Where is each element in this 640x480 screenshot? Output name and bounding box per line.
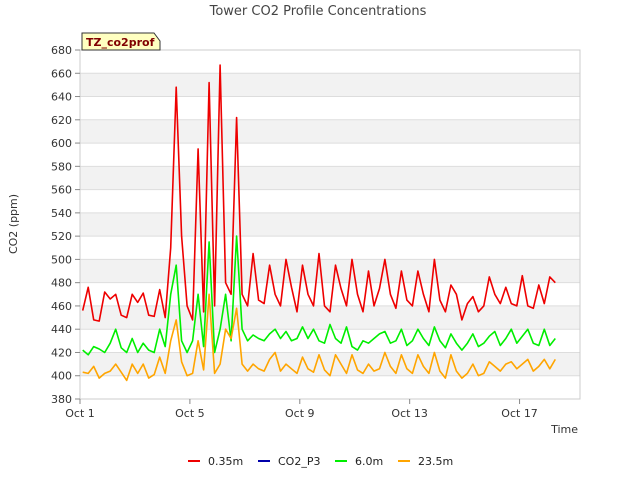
y-tick-label: 480 xyxy=(51,277,72,290)
series-line-23-5m xyxy=(82,293,556,382)
y-axis-ticks: 380 400 420 440 460 480 500 520 540 560 580 600 620 6… xyxy=(51,44,80,406)
y-tick-label: 540 xyxy=(51,207,72,220)
site-tag-label: TZ_co2prof xyxy=(86,36,155,49)
y-tick-label: 660 xyxy=(51,67,72,80)
x-tick-label: Oct 9 xyxy=(285,407,315,420)
y-tick-label: 680 xyxy=(51,44,72,57)
plot-band xyxy=(80,259,580,283)
x-tick-label: Oct 17 xyxy=(501,407,538,420)
site-tag: TZ_co2prof xyxy=(81,32,161,51)
y-tick-label: 620 xyxy=(51,114,72,127)
plot-band xyxy=(80,212,580,237)
x-tick-label: Oct 5 xyxy=(175,407,205,420)
plot-band xyxy=(80,73,580,97)
x-axis-title: Time xyxy=(550,423,578,436)
y-tick-label: 520 xyxy=(51,230,72,243)
y-tick-label: 440 xyxy=(51,323,72,336)
chart-title: Tower CO2 Profile Concentrations xyxy=(209,4,427,19)
series-line-0-35m xyxy=(81,64,556,322)
x-axis-ticks: Oct 1 Oct 5 Oct 9 Oct 13 Oct 17 xyxy=(65,399,538,420)
y-tick-label: 640 xyxy=(51,91,72,104)
series-line-6-0m xyxy=(82,235,556,356)
y-tick-label: 420 xyxy=(51,346,72,359)
series-lines xyxy=(81,64,556,382)
y-tick-label: 380 xyxy=(51,393,72,406)
site-tag-box xyxy=(81,32,161,51)
y-tick-label: 560 xyxy=(51,184,72,197)
y-tick-label: 400 xyxy=(51,370,72,383)
legend-entry-label: CO2_P3 xyxy=(278,455,320,468)
y-tick-label: 580 xyxy=(51,160,72,173)
plot-frame xyxy=(79,49,581,400)
legend-entry-label: 23.5m xyxy=(418,455,453,468)
y-tick-label: 460 xyxy=(51,300,72,313)
plot-band xyxy=(80,166,580,190)
x-tick-label: Oct 13 xyxy=(391,407,428,420)
legend-entry-label: 0.35m xyxy=(208,455,243,468)
x-tick-label: Oct 1 xyxy=(65,407,95,420)
y-axis-title: CO2 (ppm) xyxy=(7,194,20,254)
y-tick-label: 500 xyxy=(51,253,72,266)
y-tick-label: 600 xyxy=(51,137,72,150)
legend-entry-label: 6.0m xyxy=(355,455,383,468)
plot-band xyxy=(80,119,580,144)
legend: 0.35m CO2_P3 6.0m 23.5m xyxy=(188,455,453,468)
